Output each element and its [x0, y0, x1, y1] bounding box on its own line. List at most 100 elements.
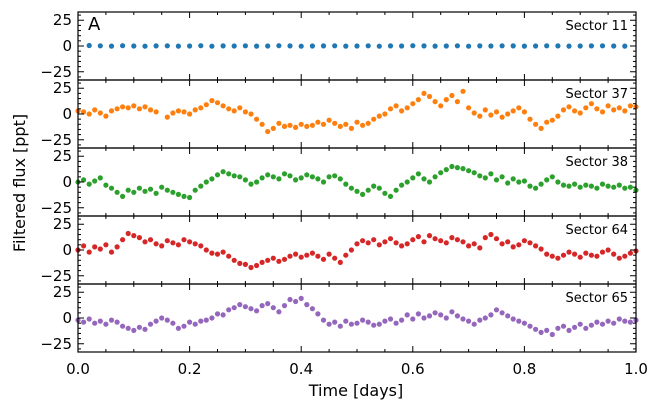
data-point — [376, 242, 382, 248]
data-point — [164, 114, 170, 120]
data-point — [259, 121, 265, 127]
data-point — [354, 43, 360, 49]
data-point — [348, 321, 354, 327]
data-point — [454, 43, 460, 49]
data-point — [332, 319, 338, 325]
data-point — [622, 108, 628, 114]
data-point — [198, 43, 204, 49]
data-point — [499, 43, 505, 49]
data-point — [599, 181, 606, 187]
data-point — [181, 193, 187, 199]
data-point — [360, 238, 366, 244]
data-point — [332, 43, 338, 49]
data-point — [365, 319, 371, 325]
data-point — [192, 187, 198, 193]
data-point — [142, 239, 148, 245]
x-tick-label: 0.4 — [289, 360, 313, 378]
data-point — [259, 303, 265, 309]
data-point — [499, 174, 505, 180]
x-tick-label: 0.6 — [401, 360, 425, 378]
data-point — [399, 43, 405, 49]
data-point — [488, 43, 494, 49]
data-point — [131, 103, 137, 109]
data-point — [293, 251, 299, 257]
data-point — [326, 117, 332, 123]
data-point — [387, 193, 394, 199]
data-point — [415, 311, 421, 317]
data-point — [538, 125, 544, 131]
data-point — [332, 120, 338, 126]
data-point — [337, 123, 343, 129]
data-point — [242, 43, 248, 49]
data-point — [153, 318, 159, 324]
data-point — [192, 241, 198, 247]
data-point — [187, 319, 193, 325]
data-point — [493, 307, 500, 313]
data-point — [477, 245, 483, 251]
data-point — [371, 183, 377, 189]
data-point — [153, 109, 159, 115]
data-point — [549, 117, 555, 123]
data-point — [555, 325, 561, 331]
data-point — [493, 177, 500, 183]
y-tick-label: 25 — [53, 79, 72, 97]
data-point — [382, 318, 388, 324]
data-point — [399, 108, 405, 114]
data-point — [521, 320, 528, 326]
data-point — [454, 237, 460, 243]
data-point — [326, 321, 332, 327]
data-point — [622, 185, 628, 191]
data-point — [432, 99, 438, 105]
data-point — [97, 318, 103, 324]
data-point — [505, 313, 511, 319]
data-point — [287, 43, 293, 49]
data-point — [270, 255, 276, 261]
data-point — [482, 175, 488, 181]
panel-4: 25 0 −25 Sector 64 — [40, 215, 639, 285]
panel-1: 25 0 −25 Sector 11 — [40, 11, 637, 81]
data-point — [622, 43, 628, 49]
data-point — [147, 237, 154, 243]
data-point — [544, 327, 550, 333]
data-point — [326, 251, 332, 257]
data-point — [309, 122, 315, 128]
data-point — [287, 173, 293, 179]
data-point — [493, 109, 500, 115]
y-tick-label: 0 — [62, 37, 72, 55]
data-point — [505, 239, 511, 245]
data-point — [142, 43, 148, 49]
y-tick-label: 25 — [53, 147, 72, 165]
data-point — [198, 318, 204, 324]
data-point — [242, 109, 248, 115]
data-point — [488, 231, 494, 238]
data-point — [103, 182, 109, 188]
data-point — [466, 318, 472, 324]
y-axis-label: Filtered flux [ppt] — [10, 114, 29, 252]
data-point — [142, 104, 148, 110]
data-point — [538, 246, 544, 252]
data-point — [254, 43, 260, 49]
data-point — [426, 179, 433, 185]
data-point — [287, 122, 293, 128]
data-point — [555, 255, 561, 261]
data-point — [270, 125, 276, 131]
data-point — [466, 43, 472, 49]
data-point — [287, 253, 293, 259]
data-point — [192, 321, 198, 327]
data-point — [237, 260, 243, 266]
y-tick-label: 25 — [53, 215, 72, 233]
data-point — [404, 312, 410, 318]
data-point — [583, 250, 589, 256]
data-point — [86, 111, 92, 117]
data-point — [159, 243, 165, 249]
data-point — [415, 97, 421, 103]
data-point — [510, 43, 516, 49]
data-point — [248, 264, 254, 271]
series-points — [75, 163, 639, 201]
data-point — [231, 108, 237, 114]
data-point — [332, 173, 338, 179]
data-point — [315, 176, 321, 182]
data-point — [187, 194, 193, 201]
data-point — [404, 179, 410, 185]
